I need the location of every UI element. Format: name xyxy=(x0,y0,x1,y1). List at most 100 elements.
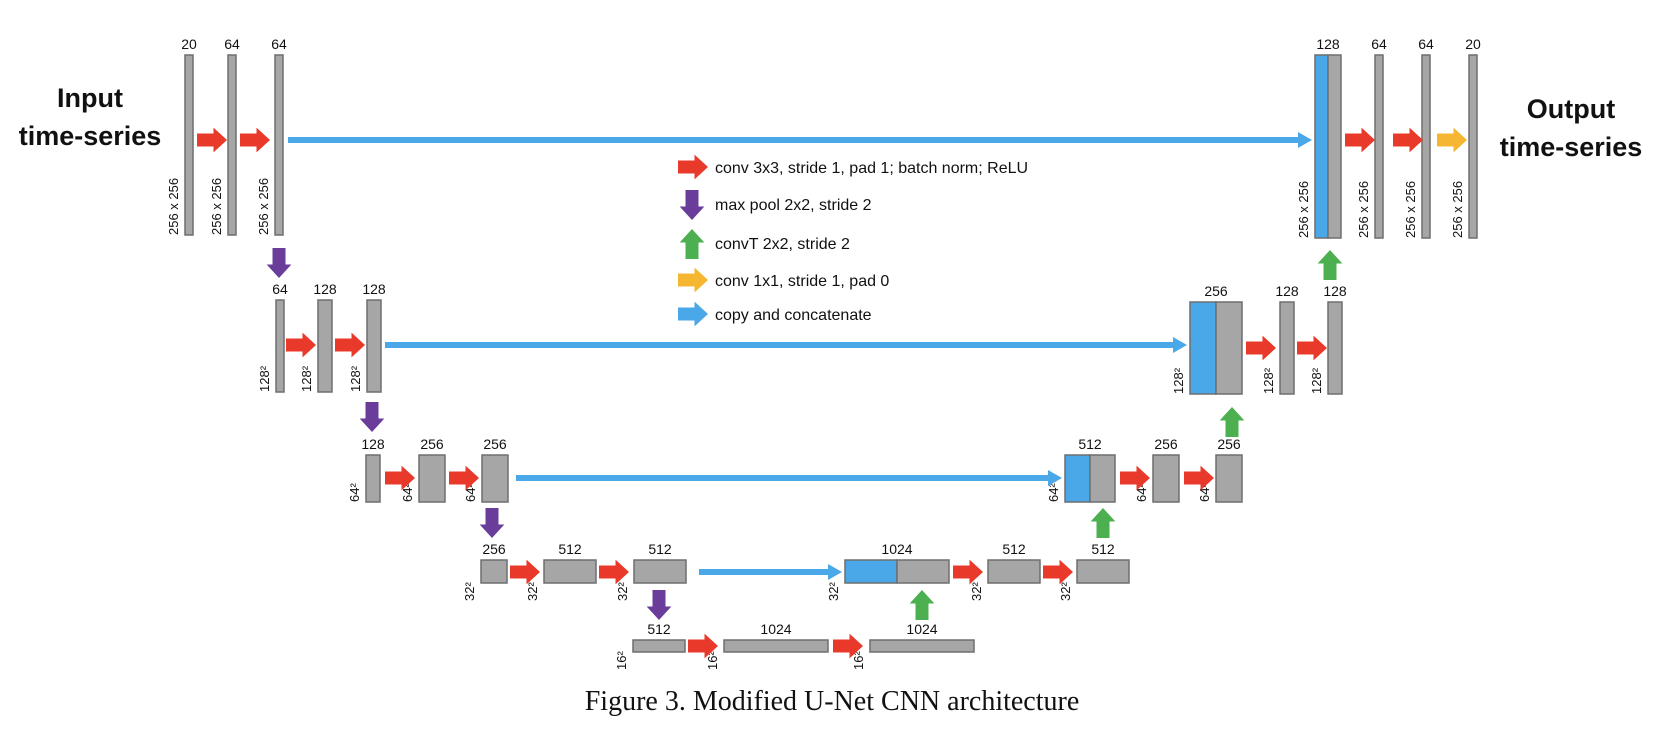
conv3x3-arrow-12 xyxy=(1120,465,1150,491)
conv3x3-arrow-13 xyxy=(1184,465,1214,491)
channel-label-d3b: 256 xyxy=(1154,436,1178,452)
channel-label-e1c: 64 xyxy=(271,36,287,52)
feature-map-e2c xyxy=(366,299,382,393)
channel-label-e2c: 128 xyxy=(362,281,386,297)
output-label-line2: time-series xyxy=(1500,132,1643,162)
feature-map-e4b xyxy=(543,559,597,584)
feature-map-d1b xyxy=(1374,54,1384,239)
feature-map-d1c xyxy=(1421,54,1431,239)
conv3x3-arrow-1 xyxy=(240,127,270,153)
feature-map-d2c xyxy=(1327,301,1343,395)
channel-label-e1a: 20 xyxy=(181,36,197,52)
concat-block-d2a-copy xyxy=(1189,301,1217,395)
legend-up-arrow-icon-2 xyxy=(679,229,705,259)
channel-label-e4b: 512 xyxy=(558,541,582,557)
size-label-e4a: 32² xyxy=(462,582,477,601)
conv3x3-arrow-9 xyxy=(833,633,863,659)
size-label-d2b: 128² xyxy=(1261,367,1276,394)
upconv-arrow-1 xyxy=(1219,407,1245,437)
feature-map-e1a xyxy=(184,54,194,236)
skip-arrow-level4-head xyxy=(828,564,842,580)
channel-label-out: 20 xyxy=(1465,36,1481,52)
conv3x3-arrow-17 xyxy=(1393,127,1423,153)
channel-label-d3c: 256 xyxy=(1217,436,1241,452)
size-label-d2c: 128² xyxy=(1309,367,1324,394)
conv3x3-arrow-4 xyxy=(385,465,415,491)
size-label-e1c: 256 x 256 xyxy=(256,178,271,235)
skip-arrow-level2 xyxy=(385,342,1175,348)
feature-map-d2b xyxy=(1279,301,1295,395)
legend-label-4: copy and concatenate xyxy=(715,307,872,324)
upconv-arrow-0 xyxy=(1317,250,1343,280)
channel-label-b1: 512 xyxy=(647,621,671,637)
size-label-e4b: 32² xyxy=(525,582,540,601)
feature-map-d3c xyxy=(1215,454,1243,503)
feature-map-e3b xyxy=(418,454,446,503)
conv3x3-arrow-3 xyxy=(335,332,365,358)
skip-arrow-level1 xyxy=(288,137,1300,143)
channel-label-d4c: 512 xyxy=(1091,541,1115,557)
maxpool-arrow-2 xyxy=(479,508,505,538)
legend-label-3: conv 1x1, stride 1, pad 0 xyxy=(715,273,889,290)
conv3x3-arrow-15 xyxy=(1297,335,1327,361)
maxpool-arrow-1 xyxy=(359,402,385,432)
feature-map-e1c xyxy=(274,54,284,236)
skip-arrow-level1-head xyxy=(1298,132,1312,148)
concat-block-d1a-up xyxy=(1327,54,1342,239)
channel-label-e3c: 256 xyxy=(483,436,507,452)
size-label-out: 256 x 256 xyxy=(1450,181,1465,238)
legend-right-arrow-icon-4 xyxy=(678,301,708,327)
input-label-line2: time-series xyxy=(19,121,162,151)
feature-map-d3b xyxy=(1152,454,1180,503)
upconv-arrow-2 xyxy=(1090,508,1116,538)
maxpool-arrow-0 xyxy=(266,248,292,278)
size-label-e2b: 128² xyxy=(299,365,314,392)
size-label-d4c: 32² xyxy=(1058,582,1073,601)
size-label-d2a: 128² xyxy=(1171,367,1186,394)
legend-right-arrow-icon-3 xyxy=(678,267,708,293)
figure-caption: Figure 3. Modified U-Net CNN architectur… xyxy=(584,686,1080,717)
conv3x3-arrow-16 xyxy=(1345,127,1375,153)
conv3x3-arrow-6 xyxy=(510,559,540,585)
conv3x3-arrow-0 xyxy=(197,127,227,153)
feature-map-e1b xyxy=(227,54,237,236)
channel-label-d3a: 512 xyxy=(1078,436,1102,452)
channel-label-d4b: 512 xyxy=(1002,541,1026,557)
size-label-e2c: 128² xyxy=(348,365,363,392)
conv3x3-arrow-2 xyxy=(286,332,316,358)
feature-map-b2 xyxy=(723,639,829,653)
size-label-b2: 16² xyxy=(705,651,720,670)
legend-down-arrow-icon-1 xyxy=(679,190,705,220)
channel-label-b2: 1024 xyxy=(760,621,791,637)
size-label-d1a: 256 x 256 xyxy=(1296,181,1311,238)
feature-map-e2a xyxy=(275,299,285,393)
concat-block-d4a-up xyxy=(896,559,950,584)
feature-map-b3 xyxy=(869,639,975,653)
channel-label-e1b: 64 xyxy=(224,36,240,52)
size-label-d3a: 64² xyxy=(1046,483,1061,502)
skip-arrow-level2-head xyxy=(1173,337,1187,353)
feature-map-d4b xyxy=(987,559,1041,584)
channel-label-d4a: 1024 xyxy=(881,541,912,557)
feature-map-e4c xyxy=(633,559,687,584)
feature-map-d4c xyxy=(1076,559,1130,584)
feature-map-e2b xyxy=(317,299,333,393)
upconv-arrow-3 xyxy=(909,590,935,620)
size-label-e4c: 32² xyxy=(615,582,630,601)
legend-label-1: max pool 2x2, stride 2 xyxy=(715,197,872,214)
channel-label-e2a: 64 xyxy=(272,281,288,297)
conv3x3-arrow-14 xyxy=(1246,335,1276,361)
skip-arrow-level3 xyxy=(516,475,1050,481)
maxpool-arrow-3 xyxy=(646,590,672,620)
size-label-d1c: 256 x 256 xyxy=(1403,181,1418,238)
conv1x1-arrow xyxy=(1437,127,1467,153)
feature-map-e3a xyxy=(365,454,381,503)
channel-label-b3: 1024 xyxy=(906,621,937,637)
skip-arrow-level3-head xyxy=(1048,470,1062,486)
channel-label-d2a: 256 xyxy=(1204,283,1228,299)
size-label-d4a: 32² xyxy=(826,582,841,601)
channel-label-d1a: 128 xyxy=(1316,36,1340,52)
channel-label-e3a: 128 xyxy=(361,436,385,452)
channel-label-d1b: 64 xyxy=(1371,36,1387,52)
